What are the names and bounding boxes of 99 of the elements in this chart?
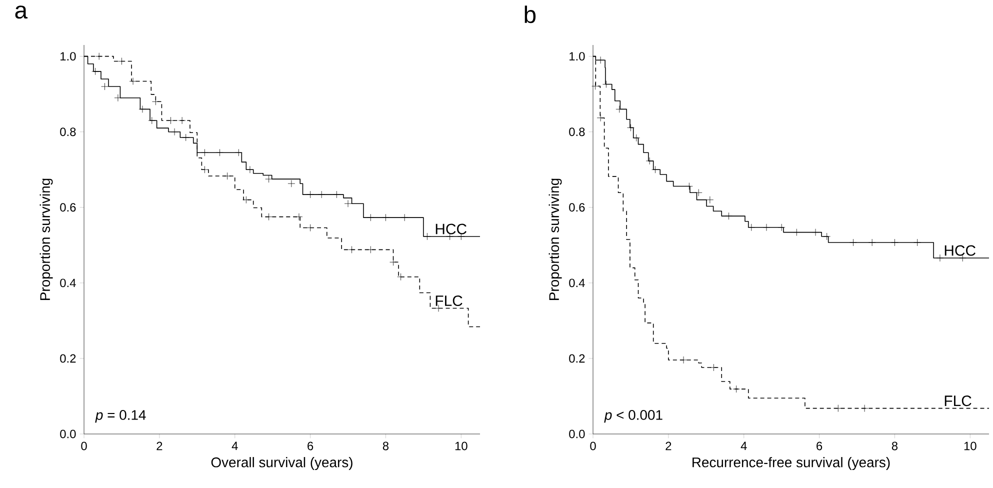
point [366, 246, 374, 254]
point [216, 148, 224, 156]
point [762, 224, 770, 232]
series-label: FLC [944, 396, 972, 406]
point [914, 238, 922, 246]
point [616, 106, 624, 113]
point [295, 213, 303, 221]
point [632, 134, 640, 142]
x-axis-title: Overall survival (years) [211, 457, 352, 470]
point [333, 190, 340, 198]
series-label: HCC [944, 245, 976, 256]
point [706, 196, 714, 204]
point [732, 385, 740, 393]
y-tick-label: 0.2 [569, 354, 585, 363]
point [178, 116, 186, 124]
chart-title: a [15, 6, 28, 19]
point [246, 166, 254, 174]
y-axis-title: Proportion surviving [40, 178, 53, 300]
annotation: p = 0.14 [95, 410, 146, 423]
point [936, 254, 944, 262]
x-tick-label: 0 [590, 442, 596, 450]
point [860, 404, 868, 412]
point [306, 190, 314, 198]
point [170, 128, 178, 136]
point [306, 224, 314, 232]
point [129, 78, 137, 85]
point [680, 356, 688, 364]
x-tick-label: 6 [816, 442, 822, 450]
x-tick-label: 6 [308, 442, 314, 450]
point [265, 175, 272, 183]
point [201, 148, 208, 156]
point [182, 134, 190, 142]
point [152, 98, 160, 106]
point [397, 273, 404, 281]
annotation: p < 0.001 [604, 410, 662, 423]
point [265, 213, 272, 221]
y-tick-label: 0.4 [569, 278, 585, 288]
y-tick-label: 0.8 [569, 128, 585, 136]
point [850, 238, 857, 246]
y-tick-label: 0.2 [60, 354, 76, 363]
point [138, 106, 146, 113]
point [92, 68, 100, 76]
point [710, 364, 718, 372]
y-tick-label: 0.6 [569, 203, 585, 212]
y-tick-label: 0.0 [60, 430, 76, 438]
point [224, 172, 232, 180]
point [596, 56, 604, 64]
point [778, 224, 786, 232]
point [318, 190, 326, 198]
y-tick-label: 1.0 [60, 52, 76, 61]
point [748, 224, 756, 232]
point [382, 214, 390, 222]
x-tick-label: 2 [666, 442, 672, 450]
point [627, 124, 634, 132]
point [868, 238, 876, 246]
point [118, 58, 126, 65]
point [592, 82, 599, 90]
x-tick-label: 4 [232, 442, 238, 450]
point [288, 180, 296, 188]
point [812, 228, 820, 236]
point [834, 404, 842, 412]
y-axis-title: Proportion surviving [548, 178, 562, 300]
point [101, 82, 108, 90]
y-tick-label: 0.6 [60, 203, 76, 212]
point [652, 166, 659, 174]
y-tick-label: 0.0 [569, 430, 585, 438]
point [424, 232, 431, 240]
point [891, 238, 898, 246]
x-tick-label: 10 [455, 442, 468, 450]
point [725, 212, 732, 220]
y-tick-label: 1.0 [570, 52, 585, 61]
point [596, 114, 604, 122]
point [823, 232, 831, 240]
point [95, 52, 103, 60]
y-tick-label: 0.8 [60, 128, 76, 136]
x-tick-label: 10 [964, 442, 976, 450]
point [348, 246, 356, 254]
point [242, 196, 250, 204]
point [201, 166, 208, 174]
x-tick-label: 4 [740, 442, 747, 450]
point [167, 116, 174, 124]
series-label: HCC [436, 224, 466, 234]
series-label: FLC [436, 295, 462, 306]
point [114, 94, 122, 102]
point [344, 200, 352, 208]
point [646, 157, 654, 165]
point [366, 214, 374, 222]
x-axis-title: Recurrence-free survival (years) [692, 457, 890, 470]
point [400, 214, 408, 222]
point [234, 148, 242, 156]
x-tick-label: 8 [382, 442, 389, 450]
x-tick-label: 2 [156, 442, 162, 450]
x-tick-label: 0 [81, 442, 87, 450]
point [792, 228, 800, 236]
x-tick-label: 8 [892, 442, 898, 450]
chart-title: b [524, 6, 536, 24]
point [694, 188, 702, 196]
point [148, 116, 156, 124]
y-tick-label: 0.4 [60, 278, 76, 288]
